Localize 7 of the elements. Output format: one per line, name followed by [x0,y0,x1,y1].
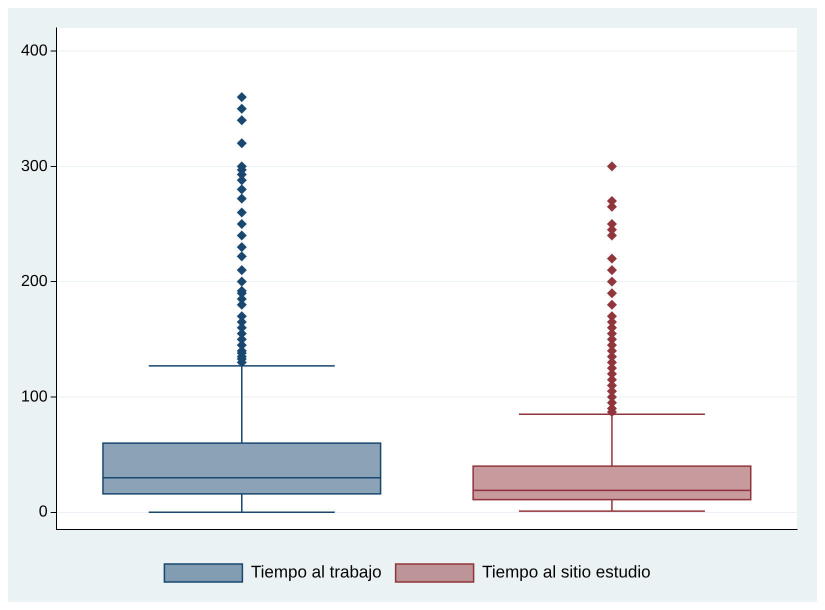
y-tick-label: 0 [38,504,48,521]
legend-label: Tiempo al sitio estudio [482,562,651,582]
y-tick-label: 200 [20,273,48,290]
legend-label: Tiempo al trabajo [250,562,382,582]
y-tick-label: 400 [20,42,48,60]
y-tick-label: 300 [20,158,48,175]
y-tick-label: 100 [20,388,48,406]
